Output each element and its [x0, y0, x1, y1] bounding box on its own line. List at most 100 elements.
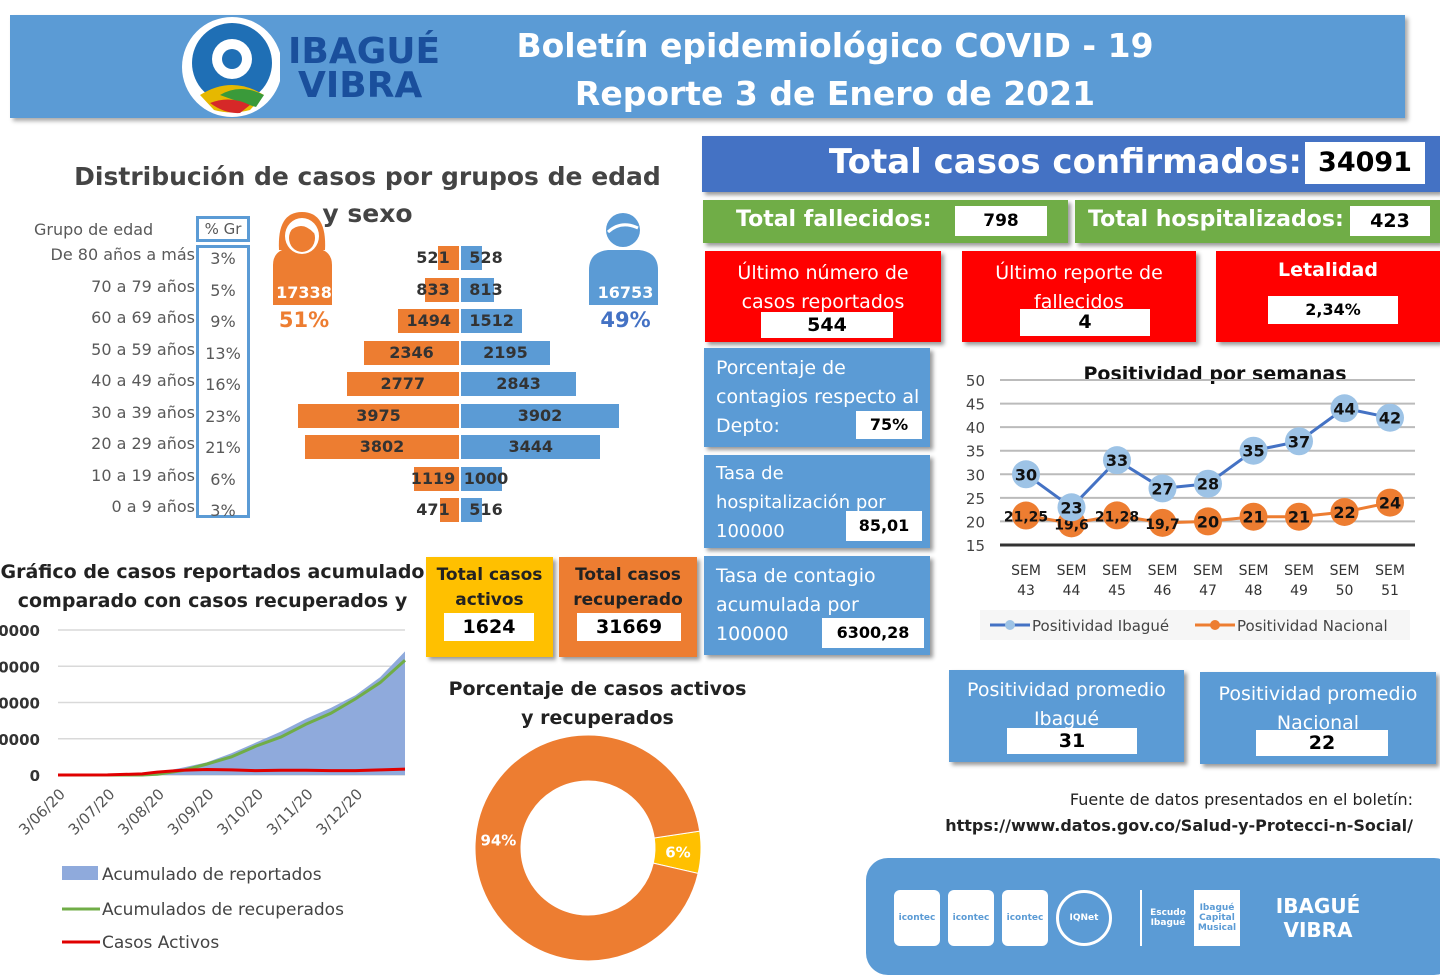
y-tick-label: 45 [966, 396, 985, 414]
female-bar-value: 2346 [389, 342, 434, 362]
x-tick-label: 51 [1381, 583, 1399, 599]
male-total: 16753 [597, 283, 654, 302]
last-deaths-label: Último reporte de fallecidos [995, 262, 1163, 309]
title-line-1: Boletín epidemiológico COVID - 19 [516, 26, 1154, 65]
lethality-value: 2,34% [1268, 296, 1398, 324]
active-cases-panel: Total casos activos 1624 [426, 557, 553, 657]
data-label: 22 [1333, 503, 1355, 522]
active-line [57, 767, 406, 777]
female-bar [439, 498, 459, 522]
age-group-label: 10 a 19 años [91, 465, 195, 485]
positivity-chart: Positividad por semanas 50 45 40 35 30 25 20 15 S… [966, 363, 1415, 640]
x-tick-label: 3/10/20 [213, 785, 267, 839]
female-bar-value: 3975 [356, 405, 401, 425]
data-label: 33 [1106, 451, 1128, 470]
x-tick-label: 46 [1154, 583, 1172, 599]
total-confirmed-value: 34091 [1305, 142, 1425, 184]
contagion-rate-panel: Tasa de contagio acumulada por 100000 63… [704, 556, 930, 655]
donut-title: Porcentaje de casos activos y recuperado… [420, 675, 775, 733]
male-bar [461, 246, 483, 270]
legend-label: Casos Activos [102, 933, 219, 953]
female-bar-value: 471 [416, 500, 450, 519]
data-label: 28 [1197, 475, 1219, 494]
data-point [1239, 436, 1268, 465]
x-tick-label: 3/12/20 [313, 785, 367, 839]
last-deaths-panel: Último reporte de fallecidos 4 [962, 251, 1196, 342]
x-tick-label: 3/09/20 [164, 785, 218, 839]
recovered-label: Total casos recuperado [573, 565, 683, 610]
age-group-label: 0 a 9 años [111, 497, 196, 516]
cumulative-title-line-2: comparado con casos recuperados y [17, 590, 408, 612]
data-point [1194, 469, 1222, 498]
data-point [1330, 498, 1359, 526]
male-bar-value: 2195 [483, 342, 528, 362]
avg-ibague-label: Positividad promedio Ibagué [967, 679, 1166, 730]
male-bar [461, 498, 482, 522]
data-label: 30 [1015, 465, 1037, 484]
hospitalized-panel: Total hospitalizados: 423 [1075, 200, 1440, 243]
reported-area [58, 651, 405, 775]
male-bar [461, 372, 577, 396]
donut-label: 6% [665, 843, 690, 861]
x-tick-label: 48 [1245, 583, 1263, 599]
age-group-pct: 6% [210, 469, 236, 489]
certification-logo: icontec [948, 890, 994, 946]
hospitalized-label: Total hospitalizados: [1088, 207, 1344, 232]
female-bar [346, 372, 459, 396]
data-label: 42 [1379, 409, 1401, 428]
ibague-vibra-logo: IBAGUÉ VIBRA [180, 15, 450, 118]
last-cases-panel: Último número de casos reportados 544 [705, 251, 941, 342]
title-line-2: Reporte 3 de Enero de 2021 [574, 74, 1096, 113]
y-tick-label: 50 [966, 372, 985, 390]
age-group-label: De 80 años a más [50, 245, 195, 264]
avg-nacional-label: Positividad promedio Nacional [1218, 683, 1418, 734]
pct-dept-label: Porcentaje de contagios respecto al Dept… [716, 357, 920, 437]
data-label: 21,28 [1095, 509, 1139, 525]
female-bar [425, 277, 459, 302]
certification-logo: icontec [1002, 890, 1048, 946]
pct-dept-value: 75% [856, 411, 922, 439]
data-label: 44 [1333, 399, 1355, 418]
active-cases-label: Total casos activos [436, 565, 543, 610]
total-confirmed-label: Total casos confirmados: [828, 142, 1302, 182]
y-tick-label: 15 [966, 537, 985, 555]
data-label: 37 [1288, 432, 1310, 451]
y-tick-label: 30 [966, 466, 985, 484]
y-tick-label: 0000 [0, 658, 40, 676]
certification-logo: IQNet [1056, 890, 1112, 946]
pct-dept-panel: Porcentaje de contagios respecto al Dept… [704, 348, 930, 447]
positivity-title: Positividad por semanas [1083, 363, 1346, 385]
x-tick-label: SEM [1011, 563, 1041, 579]
y-tick-label: 0000 [0, 731, 40, 749]
data-label: 24 [1379, 494, 1401, 513]
x-tick-label: SEM [1330, 563, 1360, 579]
male-bar [461, 403, 620, 428]
x-tick-label: SEM [1284, 563, 1314, 579]
female-bar [437, 246, 459, 270]
x-tick-label: SEM [1148, 563, 1178, 579]
data-point [1194, 507, 1222, 536]
female-bar [363, 340, 459, 365]
logo-emblem-icon [182, 17, 282, 117]
data-point [1057, 493, 1086, 522]
age-section-title: Distribución de casos por grupos de edad… [60, 158, 675, 232]
male-bar-value: 528 [469, 248, 503, 267]
avg-ibague-panel: Positividad promedio Ibagué 31 [949, 670, 1184, 762]
data-label: 21 [1288, 508, 1310, 527]
x-tick-label: 44 [1063, 583, 1081, 599]
data-point [1285, 502, 1313, 531]
source-url[interactable]: https://www.datos.gov.co/Salud-y-Protecc… [945, 816, 1413, 835]
lethality-panel: Letalidad 2,34% [1216, 251, 1440, 342]
x-tick-label: SEM [1239, 563, 1269, 579]
data-label: 21 [1242, 508, 1264, 527]
x-tick-label: 3/08/20 [114, 785, 168, 839]
female-icon [265, 210, 340, 309]
deaths-value: 798 [955, 206, 1047, 236]
data-point [1148, 474, 1177, 503]
avg-ibague-value: 31 [1007, 728, 1137, 754]
data-label: 35 [1242, 442, 1264, 461]
age-group-pct: 3% [210, 249, 236, 268]
male-bar [461, 277, 494, 302]
age-group-label: 30 a 39 años [91, 402, 195, 422]
age-title-line-2: y sexo [322, 199, 413, 228]
